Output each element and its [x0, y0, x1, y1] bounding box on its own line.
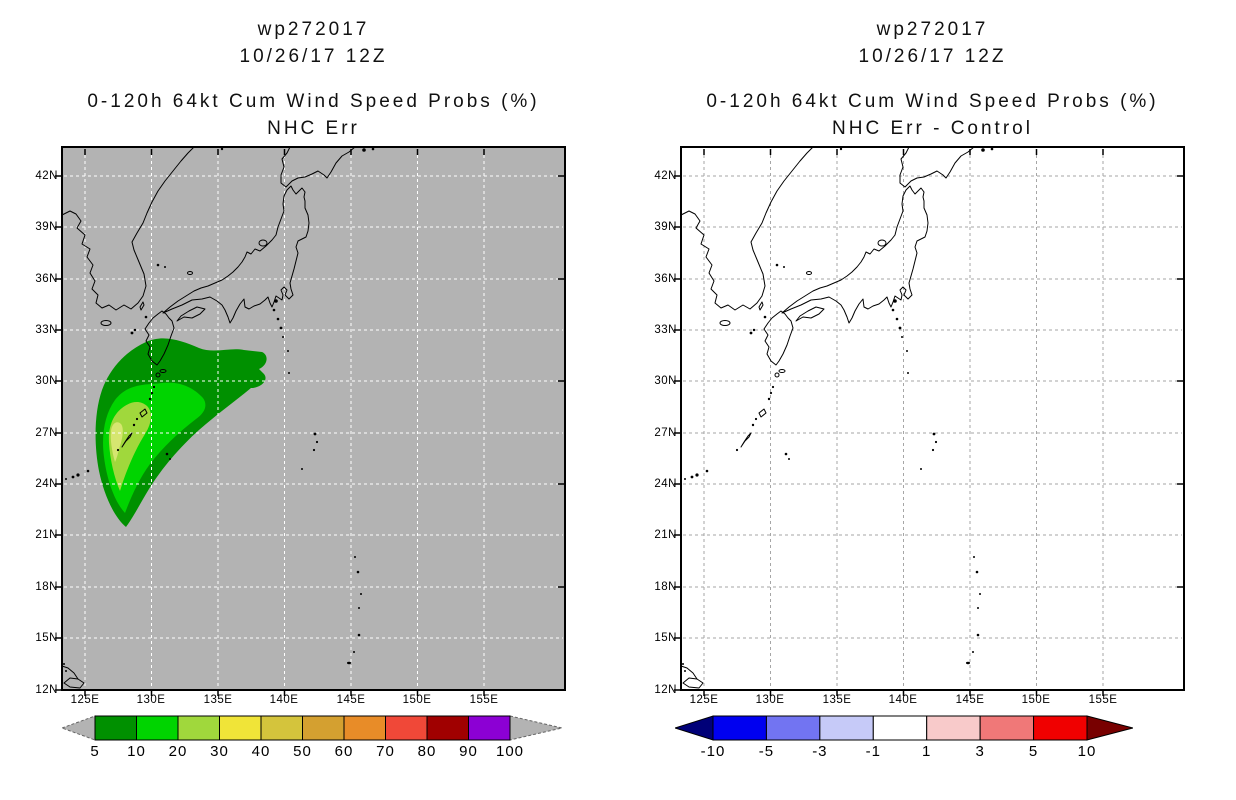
colorbar-segment	[872, 715, 928, 741]
storm-id-title: wp272017	[876, 19, 989, 40]
colorbar-label: -3	[812, 743, 827, 760]
lat-tick-label: 33N	[654, 324, 677, 336]
colorbar-under-arrow	[675, 715, 714, 741]
lat-tick-label: 15N	[35, 632, 58, 644]
panel-nhc-err-minus-control: wp272017 10/26/17 12Z 0-120h 64kt Cum Wi…	[654, 0, 1185, 800]
lat-tick-label: 24N	[654, 478, 677, 490]
colorbar-label: 90	[459, 743, 478, 760]
colorbar-label: 20	[169, 743, 188, 760]
colorbar-label: 10	[1078, 743, 1097, 760]
lat-tick-label: 36N	[654, 273, 677, 285]
lon-tick-label: 135E	[203, 694, 233, 706]
colorbar-segment	[426, 715, 469, 741]
colorbar-label: 50	[293, 743, 312, 760]
colorbar-segment	[765, 715, 821, 741]
product-title: 0-120h 64kt Cum Wind Speed Probs (%)	[87, 91, 540, 112]
lat-tick-label: 30N	[654, 375, 677, 387]
model-title: NHC Err	[267, 118, 360, 139]
colorbar-label: 5	[1029, 743, 1038, 760]
lat-tick-label: 12N	[654, 684, 677, 696]
colorbar-segment	[979, 715, 1035, 741]
colorbar-label: 1	[922, 743, 931, 760]
colorbar-segment	[260, 715, 303, 741]
map-frame	[680, 146, 1185, 691]
init-datetime-title: 10/26/17 12Z	[239, 46, 388, 67]
lon-tick-label: 145E	[336, 694, 366, 706]
lat-tick-label: 30N	[35, 375, 58, 387]
lat-tick-label: 33N	[35, 324, 58, 336]
colorbar-label: -5	[759, 743, 774, 760]
colorbar-segment	[136, 715, 179, 741]
lat-tick-label: 21N	[35, 529, 58, 541]
lon-tick-label: 155E	[1088, 694, 1118, 706]
difference-colorbar: -10 -5 -3 -1 1 3 5 10	[675, 715, 1133, 760]
lon-tick-label: 125E	[70, 694, 100, 706]
colorbar-segment	[819, 715, 874, 741]
lat-tick-label: 18N	[35, 581, 58, 593]
lat-tick-label: 24N	[35, 478, 58, 490]
colorbar-segment	[712, 715, 767, 741]
model-title: NHC Err - Control	[832, 118, 1033, 139]
colorbar-segment	[177, 715, 220, 741]
colorbar-over-arrow	[509, 715, 563, 741]
colorbar-segment	[302, 715, 345, 741]
colorbar-label: 100	[496, 743, 524, 760]
colorbar-label: 30	[210, 743, 229, 760]
colorbar-segment	[1033, 715, 1088, 741]
lon-tick-label: 150E	[1021, 694, 1051, 706]
lon-tick-label: 140E	[888, 694, 918, 706]
colorbar-label: 40	[252, 743, 271, 760]
init-datetime-title: 10/26/17 12Z	[858, 46, 1007, 67]
colorbar-segment	[94, 715, 137, 741]
lon-tick-label: 145E	[955, 694, 985, 706]
colorbar-segment	[468, 715, 511, 741]
lon-tick-label: 130E	[136, 694, 166, 706]
lat-tick-label: 18N	[654, 581, 677, 593]
lon-tick-label: 130E	[755, 694, 785, 706]
colorbar-label: 5	[90, 743, 99, 760]
product-title: 0-120h 64kt Cum Wind Speed Probs (%)	[706, 91, 1159, 112]
colorbar-label: 70	[376, 743, 395, 760]
lat-tick-label: 21N	[654, 529, 677, 541]
panel-nhc-err: wp272017 10/26/17 12Z 0-120h 64kt Cum Wi…	[35, 0, 566, 800]
lat-tick-label: 36N	[35, 273, 58, 285]
map-ocean-background	[681, 147, 1184, 690]
colorbar-segment	[219, 715, 262, 741]
colorbar-segment	[385, 715, 428, 741]
probability-map	[54, 146, 566, 697]
colorbar-label: 3	[975, 743, 984, 760]
colorbar-label: -10	[701, 743, 726, 760]
colorbar-under-arrow	[62, 715, 96, 741]
lon-tick-label: 125E	[689, 694, 719, 706]
lat-tick-label: 27N	[654, 427, 677, 439]
lat-tick-label: 39N	[654, 221, 677, 233]
prob-contour-30pct	[110, 422, 123, 462]
colorbar-label: 10	[127, 743, 146, 760]
colorbar-label: -1	[866, 743, 881, 760]
lon-tick-label: 150E	[402, 694, 432, 706]
lon-tick-label: 140E	[269, 694, 299, 706]
colorbar-segment	[926, 715, 981, 741]
probability-colorbar: 5 10 20 30 40 50 60 70 80 90 100	[62, 715, 563, 760]
colorbar-label: 80	[418, 743, 437, 760]
storm-id-title: wp272017	[257, 19, 370, 40]
colorbar-over-arrow	[1086, 715, 1133, 741]
lat-tick-label: 42N	[35, 170, 58, 182]
lat-tick-label: 27N	[35, 427, 58, 439]
lon-tick-label: 155E	[469, 694, 499, 706]
lat-tick-label: 39N	[35, 221, 58, 233]
lat-tick-label: 12N	[35, 684, 58, 696]
colorbar-label: 60	[335, 743, 354, 760]
lon-tick-label: 135E	[822, 694, 852, 706]
lat-tick-label: 15N	[654, 632, 677, 644]
lat-tick-label: 42N	[654, 170, 677, 182]
colorbar-segment	[343, 715, 386, 741]
map-frame	[61, 146, 566, 691]
difference-map	[673, 146, 1185, 697]
